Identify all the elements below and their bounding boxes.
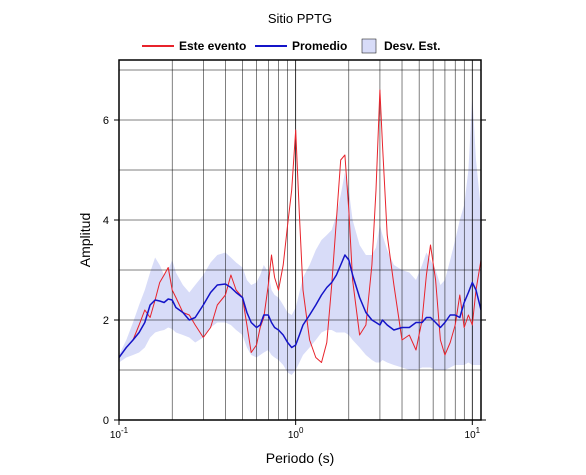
x-tick-label: 101 (465, 426, 481, 441)
chart-title: Sitio PPTG (268, 11, 332, 26)
std-dev-band (119, 95, 481, 375)
plot-frame (118, 59, 482, 421)
y-tick-label: 6 (103, 115, 109, 127)
x-axis-label: Periodo (s) (266, 450, 334, 466)
y-axis-label: Amplitud (77, 213, 93, 267)
x-tick-label: 10-1 (110, 426, 129, 441)
average-line (119, 254, 481, 358)
legend-swatch-std-dev (361, 38, 377, 54)
legend-label-event: Este evento (179, 39, 246, 53)
legend-label-std-dev: Desv. Est. (384, 39, 440, 53)
y-tick-label: 0 (103, 415, 109, 427)
y-tick-label: 2 (103, 315, 109, 327)
legend: Este evento Promedio Desv. Est. (142, 38, 440, 54)
x-tick-label: 100 (288, 426, 304, 441)
plot-area: 0 2 4 6 10-1 100 101 (103, 59, 486, 441)
legend-label-average: Promedio (292, 39, 347, 53)
y-tick-label: 4 (103, 215, 109, 227)
event-line (119, 89, 481, 363)
